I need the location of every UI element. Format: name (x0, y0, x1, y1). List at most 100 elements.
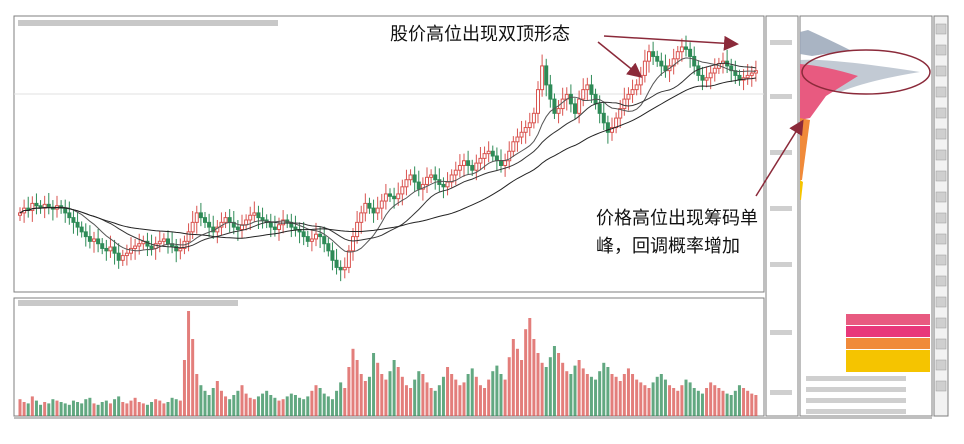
volume-bar (672, 388, 676, 416)
volume-bar (663, 379, 667, 416)
volume-bar (495, 365, 499, 416)
candle-body (462, 160, 466, 166)
candle-body (346, 250, 351, 268)
candle-body (568, 93, 573, 105)
volume-bar (355, 360, 359, 416)
volume-bar (388, 371, 392, 416)
candle-body (244, 219, 249, 226)
volume-bar (659, 374, 663, 416)
candle-body (367, 202, 372, 209)
candle-body (482, 153, 487, 159)
volume-bar (602, 362, 606, 416)
volume-bar (166, 402, 170, 416)
chip-info-line (806, 409, 906, 414)
candle-body (671, 58, 676, 67)
candle-body (675, 51, 680, 60)
volume-bar (117, 396, 121, 416)
volume-bar (626, 368, 630, 416)
volume-bar (224, 396, 228, 416)
volume-bar (528, 318, 532, 416)
candle-body (679, 46, 684, 53)
volume-bar (347, 367, 351, 416)
volume-bar (18, 399, 22, 416)
volume-bar (76, 402, 80, 416)
candle-body (248, 214, 253, 221)
volume-bar (351, 348, 355, 416)
candle-body (161, 238, 166, 242)
volume-bar (293, 395, 297, 416)
toolbar-icon (935, 317, 947, 329)
volume-bar (577, 360, 581, 416)
volume-bar (39, 404, 43, 416)
candle-body (186, 231, 191, 242)
candle-body (100, 243, 105, 249)
chip-peak-highlight (801, 49, 931, 95)
candle-body (268, 221, 273, 228)
volume-bar (47, 403, 51, 416)
volume-bar (540, 362, 544, 416)
volume-bar (643, 385, 647, 416)
double-top-annotation: 股价高位出现双顶形态 (390, 24, 570, 45)
candle-body (194, 212, 199, 223)
volume-bar (277, 400, 281, 416)
volume-bar (754, 395, 758, 416)
volume-bar (310, 390, 314, 416)
chip-bottom-tail (800, 180, 803, 200)
candle-body (519, 131, 524, 138)
candle-body (18, 212, 22, 216)
candle-body (63, 207, 68, 214)
candle-body (83, 231, 88, 238)
candle-body (433, 174, 438, 181)
candle-body (388, 193, 392, 197)
candle-body (441, 183, 446, 188)
volume-bar (696, 390, 700, 416)
volume-bar (121, 402, 125, 416)
volume-bar (446, 367, 450, 416)
candle-body (375, 207, 380, 214)
volume-bar (676, 390, 680, 416)
candle-body (507, 150, 512, 162)
candle-body (34, 202, 39, 207)
candle-body (429, 174, 434, 178)
candle-body (523, 127, 528, 133)
volume-bar (433, 390, 437, 416)
candle-body (137, 243, 142, 247)
volume-bar (22, 402, 26, 416)
volume-bar (483, 388, 487, 416)
chip-legend-block-4 (846, 350, 930, 372)
volume-bar (462, 382, 466, 416)
volume-bar (330, 399, 334, 416)
candle-body (371, 207, 376, 214)
chip-info-line (806, 398, 906, 403)
candle-body (753, 70, 758, 74)
toolbar-icon (935, 149, 947, 161)
candle-body (281, 219, 286, 226)
volume-bar (248, 397, 252, 416)
toolbar-icon (935, 86, 947, 98)
volume-bar (289, 393, 293, 416)
candle-body (272, 226, 277, 230)
candle-body (601, 112, 606, 124)
candle-body (235, 226, 240, 230)
volume-bar (199, 385, 203, 416)
candle-body (642, 60, 647, 76)
volume-bar (651, 382, 655, 416)
volume-bar (359, 374, 363, 416)
candle-body (618, 108, 623, 119)
volume-bar (631, 374, 635, 416)
volume-bar (343, 388, 347, 416)
candle-body (383, 193, 388, 202)
candle-body (379, 200, 384, 209)
candle-body (610, 127, 614, 133)
candle-body (408, 174, 413, 181)
volume-bar (285, 396, 289, 416)
candle-body (120, 255, 125, 261)
volume-bar (100, 402, 104, 416)
candle-body (330, 250, 335, 261)
chip-legend-block-2 (846, 326, 930, 337)
volume-bar (573, 365, 577, 416)
candle-body (638, 74, 643, 86)
volume-bar (700, 393, 704, 416)
candle-body (157, 240, 162, 245)
